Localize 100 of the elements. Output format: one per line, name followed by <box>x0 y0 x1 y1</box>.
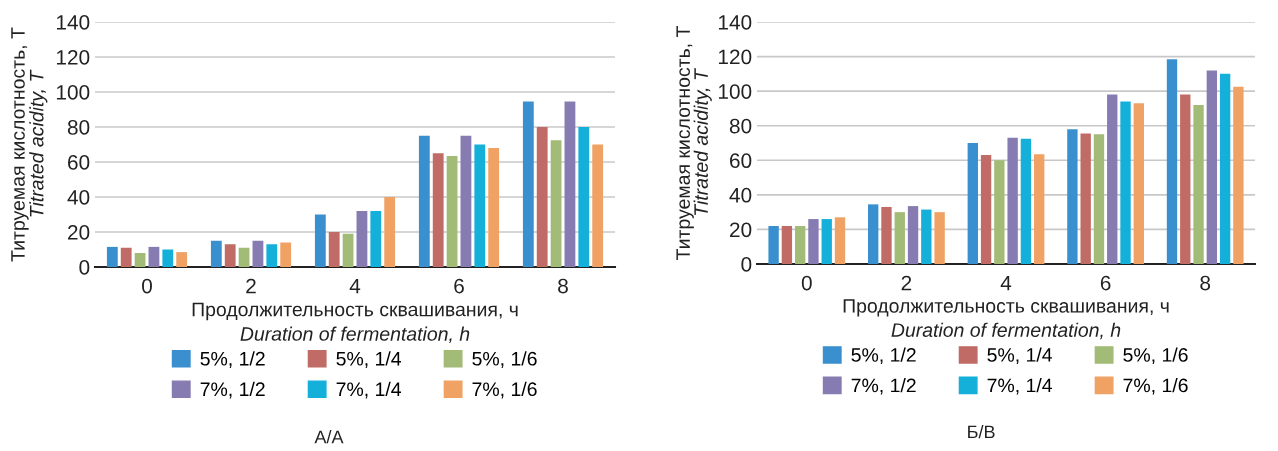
bar <box>821 219 832 264</box>
bar <box>418 135 430 267</box>
bar <box>1080 133 1091 264</box>
y-tick-label: 80 <box>729 118 752 134</box>
x-tick-label: 0 <box>801 275 812 291</box>
legend-label: 5%, 1/6 <box>1123 347 1188 365</box>
legend-label: 5%, 1/4 <box>336 351 402 368</box>
x-tick-label: 4 <box>349 278 361 294</box>
bar <box>967 143 978 264</box>
y-tick-label: 140 <box>56 15 90 30</box>
bar <box>907 206 919 264</box>
y-tick-label: 120 <box>718 49 752 65</box>
bar <box>934 212 945 264</box>
bar <box>1166 59 1178 264</box>
text: Б/В <box>968 424 995 439</box>
y-tick-label: 80 <box>67 120 90 135</box>
bar <box>1133 103 1144 264</box>
y-tick-label: 60 <box>68 155 90 170</box>
bar <box>881 206 892 264</box>
legend-label: 7%, 1/2 <box>851 378 916 395</box>
bar <box>280 242 292 267</box>
x-tick-label: 4 <box>1000 275 1012 291</box>
bar <box>1193 104 1204 264</box>
x-axis-title: Продолжительность сквашивания, ч Duration of fermentation, h <box>192 302 518 344</box>
bar <box>794 225 806 264</box>
bar <box>210 240 222 267</box>
x-axis-title: Продолжительность сквашивания, ч Duration of fermentation, h <box>843 299 1169 340</box>
bar <box>474 144 486 267</box>
bar <box>1107 94 1118 264</box>
bar <box>488 148 500 267</box>
y-axis-title: Титруемая кислотность, Т Titrated acidity, T <box>11 27 48 262</box>
legend-label: 7%, 1/4 <box>987 378 1053 395</box>
bar <box>994 160 1005 264</box>
y-tick-label: 60 <box>730 153 752 169</box>
bar <box>894 212 905 264</box>
bar <box>224 244 236 267</box>
y-axis-title: Титруемая кислотность, Т Titrated acidity, T <box>676 26 712 260</box>
bar <box>356 211 368 267</box>
legend-label: 7%, 1/2 <box>200 381 265 399</box>
bar <box>1180 94 1191 264</box>
bar <box>266 244 278 267</box>
legend-label: 5%, 1/4 <box>987 347 1053 365</box>
bar <box>1034 154 1045 264</box>
x-tick-label: 0 <box>142 278 152 294</box>
legend-label: 7%, 1/6 <box>1123 378 1188 395</box>
bar <box>578 127 590 267</box>
legend-label: 7%, 1/4 <box>336 381 402 399</box>
bar <box>564 101 576 267</box>
bar <box>592 144 604 267</box>
y-tick-label: 100 <box>718 84 752 99</box>
y-tick-label: 0 <box>79 260 90 275</box>
bar <box>446 155 458 267</box>
bar <box>834 217 846 264</box>
bar <box>550 140 562 267</box>
bar <box>921 209 932 264</box>
bar <box>162 249 174 267</box>
x-tick-label: 8 <box>1200 275 1211 291</box>
bar <box>980 155 992 264</box>
bar <box>328 232 340 267</box>
bar <box>134 253 146 267</box>
bar <box>1020 138 1032 264</box>
legend-label: 5%, 1/6 <box>472 351 537 368</box>
bar <box>808 219 819 264</box>
bar <box>1093 134 1105 264</box>
bar <box>106 246 118 267</box>
bar <box>1206 70 1218 264</box>
y-tick-label: 100 <box>56 85 90 100</box>
bar <box>781 225 793 264</box>
bar <box>868 204 879 264</box>
bar <box>370 211 382 267</box>
y-tick-label: 40 <box>729 187 752 203</box>
x-tick-label: 2 <box>901 275 912 291</box>
bar <box>176 252 188 267</box>
bar <box>460 135 472 267</box>
bar <box>252 240 264 267</box>
y-tick-label: 120 <box>56 50 90 65</box>
x-tick-label: 8 <box>558 278 568 294</box>
x-tick-label: 2 <box>246 278 256 294</box>
bar <box>120 247 132 267</box>
bar <box>1007 137 1018 264</box>
bar <box>1233 86 1244 264</box>
y-tick-label: 40 <box>67 190 90 205</box>
bar <box>1067 129 1078 264</box>
y-tick-label: 0 <box>741 257 752 272</box>
legend-label: 7%, 1/6 <box>472 381 537 399</box>
bar <box>148 246 160 267</box>
bar <box>384 197 396 267</box>
bar <box>238 247 250 267</box>
bar <box>432 153 444 267</box>
bar <box>768 225 779 264</box>
x-tick-label: 6 <box>454 278 464 294</box>
legend-label: 5%, 1/2 <box>851 347 916 365</box>
bar <box>342 233 354 267</box>
bar <box>536 127 548 267</box>
bar <box>314 214 326 267</box>
y-tick-label: 140 <box>718 15 752 30</box>
bar <box>1219 73 1231 264</box>
x-tick-label: 6 <box>1100 275 1111 291</box>
y-tick-label: 20 <box>68 225 90 240</box>
y-tick-label: 20 <box>730 222 752 238</box>
